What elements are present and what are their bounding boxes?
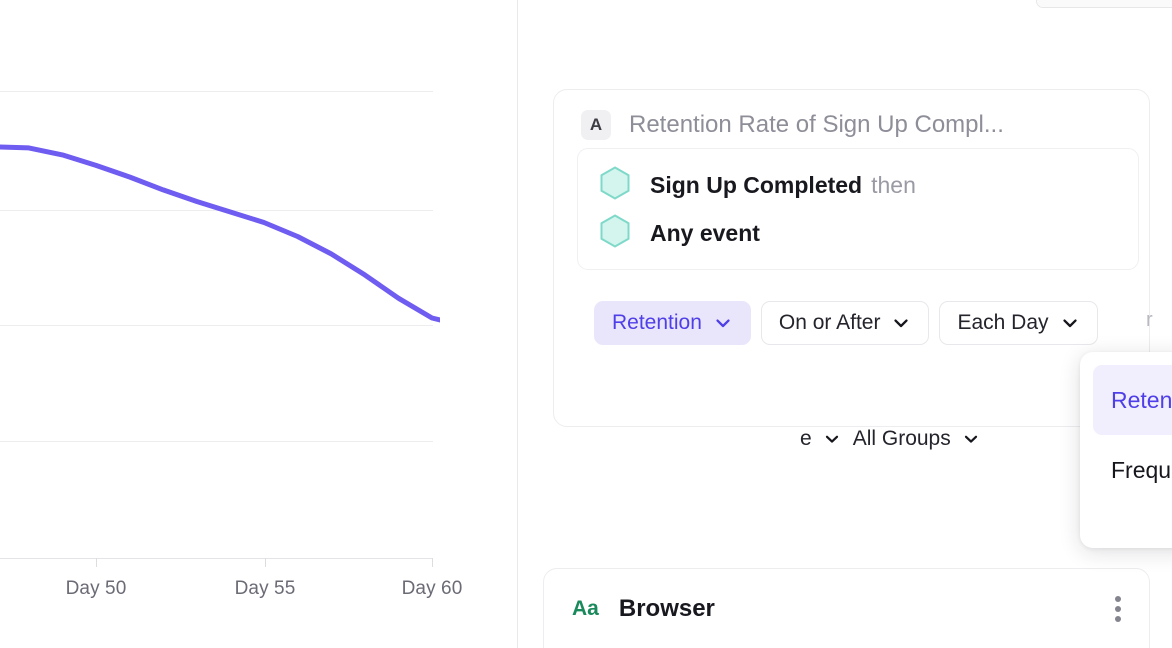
measurement-type-dropdown[interactable]: Retention [594,301,751,345]
measurement-controls-row: Retention On or After Each Day [594,301,1098,345]
time-range-select[interactable]: e [800,427,841,451]
hexagon-icon [600,165,630,205]
dropdown-item-retention[interactable]: Retention [1093,365,1172,435]
metric-letter-badge: A [581,110,611,140]
browser-card-row[interactable]: Aa Browser [544,569,1149,648]
chart-gridline [0,441,433,442]
metrics-builder-panel: A Retention Rate of Sign Up Compl... Sig… [518,0,1172,648]
retention-line-chart [0,144,440,323]
chart-x-tick-label: Day 55 [234,578,296,599]
kebab-menu-icon[interactable] [1109,590,1127,628]
measurement-type-dropdown-menu[interactable]: Retention Frequency [1080,352,1172,548]
chart-gridline [0,210,433,211]
chevron-down-icon [1062,319,1077,328]
chart-gridline [0,325,433,326]
time-range-select-label: e [800,427,812,450]
text-property-icon: Aa [572,597,599,620]
event-row[interactable]: Any event [578,209,1138,257]
comparison-operator-label: On or After [778,311,881,334]
event-row[interactable]: Sign Up Completed then [578,161,1138,209]
secondary-controls-row: e All Groups [800,427,980,451]
chart-x-tick [265,558,266,567]
interval-label: Each Day [957,311,1049,334]
event-name: Any event [650,219,760,246]
metric-card-header: A Retention Rate of Sign Up Compl... [554,90,1149,140]
chevron-down-icon [894,319,909,328]
groups-select-label: All Groups [852,427,951,450]
dropdown-item-label: Frequency [1111,456,1172,483]
measurement-type-label: Retention [612,311,702,334]
retention-chart-panel: Day 50 Day 55 Day 60 [0,0,517,648]
event-definition-group: Sign Up Completed then Any event e [577,148,1139,450]
chart-x-tick-label: Day 60 [401,578,463,599]
comparison-operator-dropdown[interactable]: On or After [760,301,930,345]
chart-x-tick-label: Day 50 [65,578,127,599]
overflow-control-text: r [1146,309,1153,331]
panel-divider [517,0,518,648]
dropdown-item-label: Retention [1111,386,1172,413]
event-connector: then [871,171,916,198]
event-name: Sign Up Completed [650,171,863,198]
hexagon-icon [600,213,630,253]
chevron-down-icon [825,435,838,443]
chevron-down-icon [964,435,977,443]
chart-x-axis [0,558,433,559]
interval-dropdown[interactable]: Each Day [939,301,1098,345]
chevron-down-icon [716,319,730,328]
chart-x-tick [432,558,433,567]
groups-select[interactable]: All Groups [853,427,980,451]
metric-title-input[interactable]: Retention Rate of Sign Up Compl... [629,111,1004,138]
segmented-control[interactable] [1036,0,1172,8]
metric-card-a: A Retention Rate of Sign Up Compl... Sig… [553,89,1153,450]
chart-x-tick [96,558,97,567]
browser-card-title: Browser [618,595,715,622]
chart-gridline [0,91,433,92]
segmented-control-item[interactable] [1037,0,1172,7]
dropdown-item-frequency[interactable]: Frequency [1093,435,1172,505]
browser-property-card: Aa Browser [543,568,1150,648]
